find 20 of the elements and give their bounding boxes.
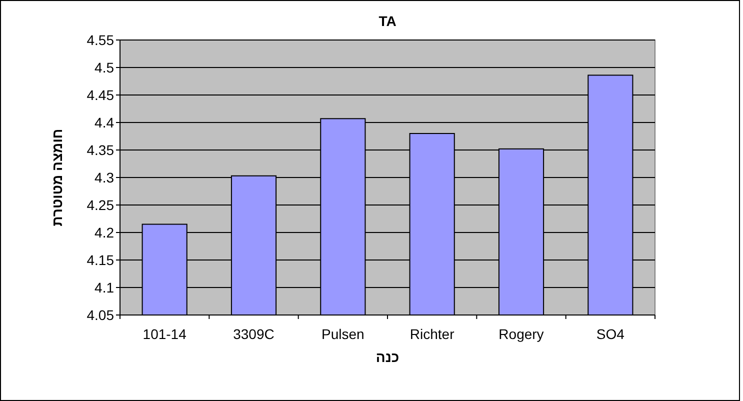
y-tick-label: 4.25: [86, 197, 114, 213]
x-axis-title: כנה: [376, 349, 400, 365]
x-tick-label: Richter: [410, 326, 455, 342]
y-tick-label: 4.55: [86, 32, 114, 48]
x-tick-label: 101-14: [142, 326, 187, 342]
x-tick-label: Rogery: [498, 326, 544, 342]
y-tick-label: 4.3: [94, 170, 114, 186]
y-tick-label: 4.05: [86, 307, 114, 323]
chart-title: TA: [378, 13, 396, 29]
x-tick-label: SO4: [596, 326, 625, 342]
y-axis-title: חומצה מטוטרת: [49, 128, 65, 226]
y-tick-label: 4.15: [86, 252, 114, 268]
y-tick-label: 4.35: [86, 142, 114, 158]
y-tick-label: 4.5: [94, 60, 114, 76]
y-tick-label: 4.4: [94, 114, 114, 130]
y-tick-label: 4.2: [94, 224, 114, 240]
x-tick-label: 3309C: [233, 326, 274, 342]
y-tick-label: 4.45: [86, 87, 114, 103]
y-tick-label: 4.1: [94, 280, 114, 296]
x-tick-label: Pulsen: [322, 326, 364, 342]
